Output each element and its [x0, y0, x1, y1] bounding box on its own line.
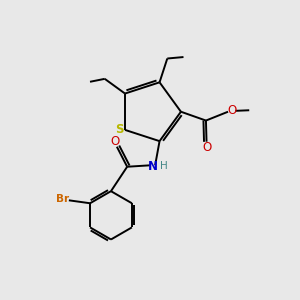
- Text: S: S: [116, 123, 124, 136]
- Text: O: O: [202, 141, 211, 154]
- Text: Br: Br: [56, 194, 69, 204]
- Text: O: O: [111, 135, 120, 148]
- Text: H: H: [160, 161, 167, 171]
- Text: O: O: [227, 104, 237, 117]
- Text: N: N: [148, 160, 158, 173]
